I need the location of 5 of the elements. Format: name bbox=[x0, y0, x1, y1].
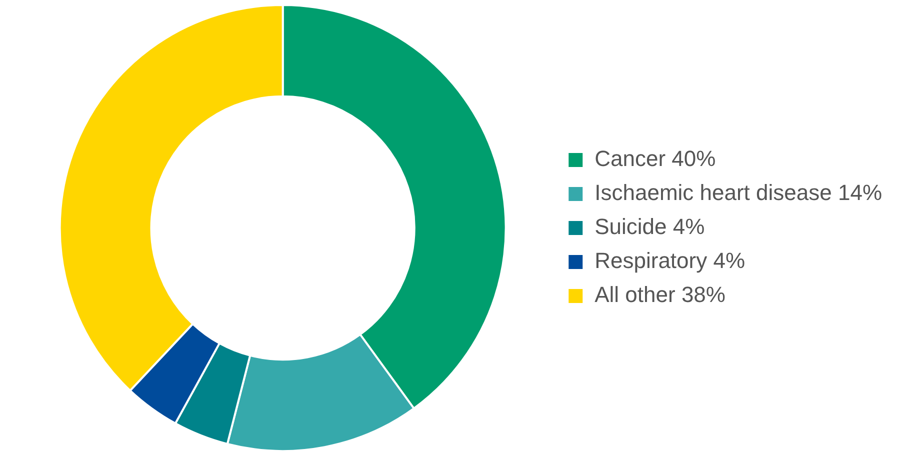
legend-label: Cancer 40% bbox=[594, 146, 716, 172]
legend-label: Suicide 4% bbox=[594, 214, 705, 240]
legend-label: Respiratory 4% bbox=[594, 248, 746, 274]
legend-label: All other 38% bbox=[594, 282, 726, 308]
legend-label: Ischaemic heart disease 14% bbox=[594, 180, 882, 206]
